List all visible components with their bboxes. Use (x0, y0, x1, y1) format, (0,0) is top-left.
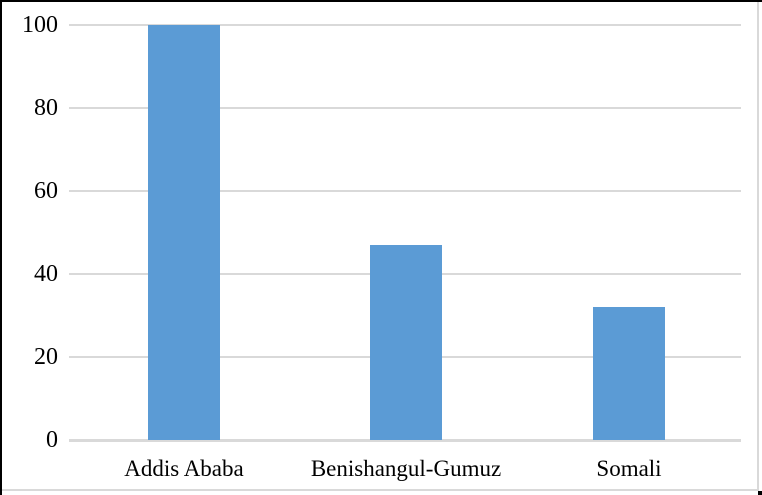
gridline-100 (69, 24, 741, 26)
bar-benishangul-gumuz (370, 244, 442, 440)
chart-border-bottom (2, 489, 759, 491)
gridline-80 (69, 107, 741, 109)
gridline-60 (69, 190, 741, 192)
y-tick-label-0: 0 (46, 427, 58, 453)
bar-addis-ababa (148, 25, 220, 440)
chart-border-right (757, 2, 759, 491)
x-category-label-addis-ababa: Addis Ababa (124, 456, 244, 481)
chart-border-corner (758, 491, 762, 495)
bar-somali (593, 307, 665, 440)
x-axis-line (69, 439, 741, 442)
x-category-label-somali: Somali (596, 456, 662, 481)
y-tick-label-40: 40 (34, 261, 58, 287)
x-category-label-benishangul-gumuz: Benishangul-Gumuz (310, 456, 502, 481)
y-tick-label-100: 100 (22, 12, 58, 38)
y-tick-label-20: 20 (34, 344, 58, 370)
y-tick-label-80: 80 (34, 95, 58, 121)
y-tick-label-60: 60 (34, 178, 58, 204)
